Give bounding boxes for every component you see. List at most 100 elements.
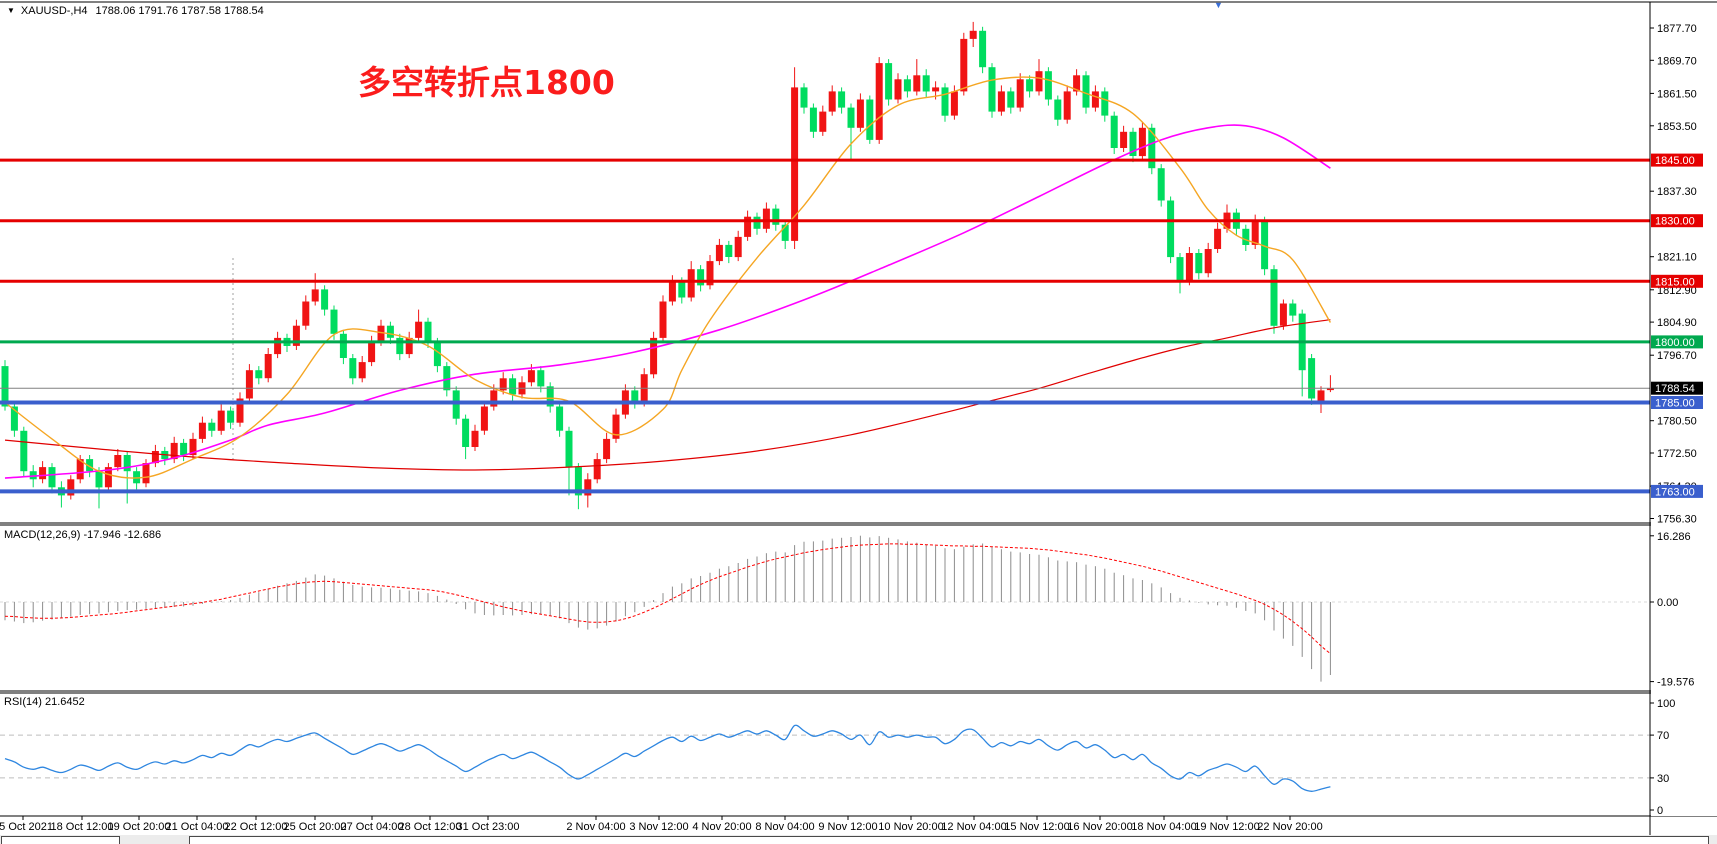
candle <box>1101 91 1109 116</box>
candles-group <box>1 21 1334 510</box>
candle <box>396 337 404 355</box>
price-tag-label: 1763.00 <box>1655 486 1695 498</box>
candle <box>1185 253 1193 282</box>
candle <box>1279 303 1287 326</box>
rsi-tick-label: 0 <box>1657 805 1663 817</box>
time-label[interactable]: 2 Nov 04:00 <box>566 821 625 833</box>
candle <box>1204 249 1212 274</box>
time-label[interactable]: 25 Oct 20:00 <box>284 821 347 833</box>
price-tag <box>1651 153 1703 167</box>
candle <box>800 87 808 108</box>
candle <box>546 386 554 407</box>
candle <box>941 87 949 116</box>
macd-tick-label: -19.576 <box>1657 677 1694 689</box>
time-label[interactable]: 19 Nov 12:00 <box>1194 821 1259 833</box>
candle <box>330 309 338 334</box>
time-label[interactable]: 27 Oct 04:00 <box>341 821 404 833</box>
candle <box>856 99 864 128</box>
candle <box>556 406 564 431</box>
candle <box>697 269 705 286</box>
price-tag <box>1651 214 1703 228</box>
candle <box>659 301 667 338</box>
time-label[interactable]: 12 Nov 04:00 <box>941 821 1006 833</box>
candle <box>668 281 676 302</box>
candle <box>979 30 987 68</box>
candle <box>772 208 780 225</box>
time-label[interactable]: 18 Nov 04:00 <box>1131 821 1196 833</box>
time-label[interactable]: 9 Nov 12:00 <box>818 821 877 833</box>
candle <box>1035 71 1043 92</box>
symbol-dropdown-icon[interactable]: ▼ <box>7 6 15 15</box>
rsi-tick-label: 30 <box>1657 773 1669 785</box>
candle <box>377 325 385 342</box>
candle <box>29 471 37 480</box>
time-label[interactable]: 22 Oct 12:00 <box>225 821 288 833</box>
time-label[interactable]: 10 Nov 20:00 <box>878 821 943 833</box>
candle <box>932 87 940 92</box>
price-axis-area <box>1651 3 1717 816</box>
candle <box>922 75 930 92</box>
candle <box>227 410 235 423</box>
time-label[interactable]: 22 Nov 20:00 <box>1257 821 1322 833</box>
candle <box>1138 127 1146 157</box>
time-label[interactable]: 28 Oct 12:00 <box>399 821 462 833</box>
price-tick-label: 1877.70 <box>1657 23 1697 35</box>
time-label[interactable]: 18 Oct 12:00 <box>51 821 114 833</box>
candle <box>114 455 122 468</box>
candle <box>1120 131 1128 148</box>
rsi-indicator-label: RSI(14) 21.6452 <box>4 696 85 708</box>
candle <box>584 479 592 496</box>
candle <box>847 107 855 128</box>
candle <box>988 67 996 112</box>
candle <box>189 438 197 456</box>
candle <box>1308 358 1316 399</box>
ma-fast-line[interactable] <box>4 76 1331 479</box>
candle <box>1026 79 1034 92</box>
price-tick-label: 1821.10 <box>1657 252 1697 264</box>
candle <box>1157 168 1165 201</box>
candle <box>1326 388 1334 391</box>
time-label[interactable]: 19 Oct 20:00 <box>108 821 171 833</box>
time-label[interactable]: 3 Nov 12:00 <box>629 821 688 833</box>
bottom-tab-right[interactable] <box>189 836 1709 844</box>
ma-slow-line[interactable] <box>4 319 1331 471</box>
candle <box>950 91 958 116</box>
candle <box>490 390 498 407</box>
symbol-period-label: XAUUSD-,H4 <box>20 5 88 17</box>
candle <box>527 370 535 383</box>
candle <box>48 467 56 488</box>
candle <box>734 236 742 258</box>
price-tick-label: 1861.50 <box>1657 88 1697 100</box>
time-label[interactable]: 16 Nov 20:00 <box>1067 821 1132 833</box>
candle <box>1129 131 1137 156</box>
text-annotation[interactable]: 多空转折点1800 <box>358 63 615 102</box>
candle <box>1289 303 1297 316</box>
time-label[interactable]: 8 Nov 04:00 <box>755 821 814 833</box>
bottom-tab-left[interactable] <box>1 836 120 844</box>
time-label[interactable]: 21 Oct 04:00 <box>166 821 229 833</box>
price-tick-label: 1853.50 <box>1657 121 1697 133</box>
candle <box>678 281 686 298</box>
time-label[interactable]: 31 Oct 23:00 <box>457 821 520 833</box>
candle <box>321 289 329 310</box>
candle <box>415 321 423 338</box>
candle <box>142 463 150 484</box>
candle <box>67 479 75 496</box>
candle <box>612 414 620 439</box>
candle <box>180 442 188 455</box>
rsi-tick-label: 100 <box>1657 698 1675 710</box>
candle <box>245 370 253 399</box>
candle <box>1270 269 1278 326</box>
chart-shift-icon[interactable]: ▼ <box>1214 0 1223 10</box>
time-label[interactable]: 15 Oct 2021 <box>0 821 53 833</box>
price-tick-label: 1804.90 <box>1657 317 1697 329</box>
macd-tick-label: 0.00 <box>1657 597 1678 609</box>
candle <box>819 111 827 132</box>
candle <box>292 325 300 346</box>
price-tag-label: 1815.00 <box>1655 276 1695 288</box>
candle <box>86 459 94 472</box>
time-label[interactable]: 15 Nov 12:00 <box>1004 821 1069 833</box>
time-label[interactable]: 4 Nov 20:00 <box>692 821 751 833</box>
